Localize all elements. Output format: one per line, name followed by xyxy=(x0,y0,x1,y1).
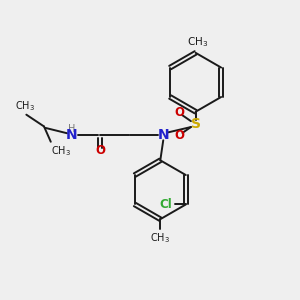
Text: CH$_3$: CH$_3$ xyxy=(187,35,208,49)
Text: CH$_3$: CH$_3$ xyxy=(51,144,71,158)
Text: N: N xyxy=(66,128,78,142)
Text: H: H xyxy=(68,124,76,134)
Text: CH$_3$: CH$_3$ xyxy=(15,99,35,113)
Text: S: S xyxy=(190,117,201,131)
Text: O: O xyxy=(95,144,105,157)
Text: CH$_3$: CH$_3$ xyxy=(150,232,170,245)
Text: N: N xyxy=(158,128,169,142)
Text: Cl: Cl xyxy=(160,198,172,211)
Text: O: O xyxy=(174,106,184,119)
Text: O: O xyxy=(174,129,184,142)
